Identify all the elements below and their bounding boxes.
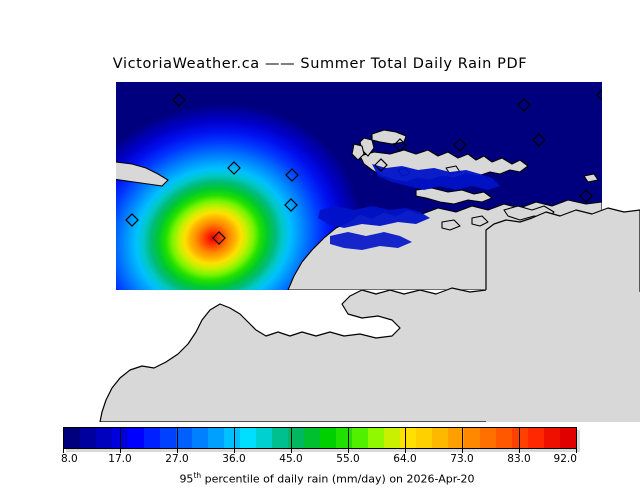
colorbar-tick-label: 73.0 [450,453,474,465]
colorbar-tick-label: 83.0 [507,453,531,465]
colorbar-band [176,428,192,448]
colorbar-tick-label: 64.0 [393,453,417,465]
weather-map-page: VictoriaWeather.ca —— Summer Total Daily… [61,56,640,486]
page-title: VictoriaWeather.ca —— Summer Total Daily… [112,56,528,72]
station-marker [453,138,467,152]
colorbar-band [320,428,336,448]
colorbar-gradient [63,427,577,449]
colorbar-tick [120,449,121,453]
map-plot-area[interactable] [116,82,602,290]
colorbar-band [240,428,256,448]
colorbar-tick [576,449,577,453]
colorbar-band [64,428,80,448]
colorbar-tick-label: 45.0 [279,453,303,465]
colorbar-tick-label: 17.0 [108,453,132,465]
colorbar-band [80,428,96,448]
caption-rest: percentile of daily rain (mm/day) on 202… [201,472,475,486]
colorbar-band [512,428,528,448]
colorbar-tick [348,449,349,453]
colorbar-band [336,428,352,448]
colorbar-band [544,428,560,448]
colorbar-band [192,428,208,448]
colorbar-tick [405,449,406,453]
station-marker [374,158,388,172]
colorbar-tick-label: 8.0 [61,453,78,465]
colorbar-band [432,428,448,448]
colorbar-tick-label: 36.0 [222,453,246,465]
caption-superscript: th [193,471,202,480]
colorbar-tick [63,449,64,453]
station-marker [532,133,546,147]
colorbar-tick [234,449,235,453]
colorbar-band [128,428,144,448]
colorbar-band [528,428,544,448]
colorbar-band [384,428,400,448]
colorbar-caption: 95th percentile of daily rain (mm/day) o… [0,458,640,499]
colorbar[interactable]: 8.0 17.0 27.0 36.0 45.0 55.0 64.0 73.0 83.0 92.0 [61,427,580,465]
station-marker [579,189,593,203]
colorbar-tick-label: 92.0 [553,453,577,465]
colorbar-band [208,428,224,448]
rainfall-field-svg [116,82,602,290]
colorbar-band [368,428,384,448]
colorbar-band [288,428,304,448]
colorbar-band [496,428,512,448]
station-marker [596,89,602,101]
mainland-shelf [486,288,640,422]
colorbar-tick-labels: 8.0 17.0 27.0 36.0 45.0 55.0 64.0 73.0 83.0 92.0 [61,453,577,467]
colorbar-band [464,428,480,448]
colorbar-tick-label: 27.0 [165,453,189,465]
colorbar-band [400,428,416,448]
colorbar-band [352,428,368,448]
colorbar-band [112,428,128,448]
colorbar-band [160,428,176,448]
colorbar-band [416,428,432,448]
colorbar-band [144,428,160,448]
caption-prefix: 95 [179,472,194,486]
colorbar-ticks [63,449,577,455]
colorbar-band [224,428,240,448]
colorbar-tick [519,449,520,453]
station-marker [517,98,531,112]
colorbar-band [448,428,464,448]
colorbar-band [480,428,496,448]
colorbar-tick [177,449,178,453]
colorbar-band [272,428,288,448]
station-marker [227,161,241,175]
colorbar-band [560,428,576,448]
station-marker [285,168,299,182]
colorbar-tick [462,449,463,453]
colorbar-band [304,428,320,448]
station-marker [393,138,407,152]
colorbar-band [96,428,112,448]
station-marker [172,93,186,107]
colorbar-band [256,428,272,448]
colorbar-tick-label: 55.0 [336,453,360,465]
colorbar-tick [291,449,292,453]
